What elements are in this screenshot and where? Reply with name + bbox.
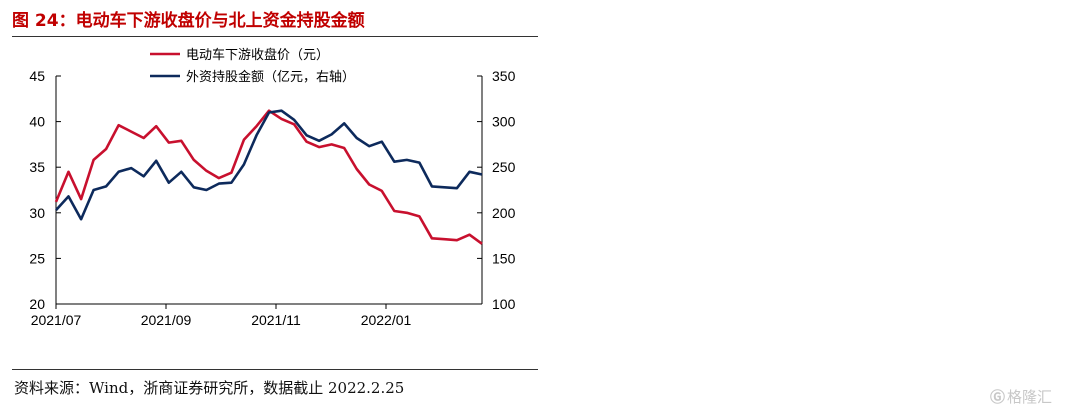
right-axis-tick-label: 100 (492, 296, 516, 312)
holding-series-line (55, 109, 483, 221)
left-axis-tick-label: 35 (29, 159, 45, 175)
x-axis-tick-label: 2022/01 (361, 312, 412, 328)
legend-label-holding: 外资持股金额（亿元，右轴） (186, 69, 355, 84)
right-axis-tick-label: 250 (492, 159, 516, 175)
right-axis-tick-label: 300 (492, 114, 516, 130)
left-axis-tick-label: 25 (29, 250, 45, 266)
chart-series (54, 109, 483, 245)
right-axis-tick-label: 200 (492, 205, 516, 221)
x-axis-tick-label: 2021/11 (251, 312, 301, 328)
chart-axes: 20 25 30 35 40 45 100 150 200 250 300 350 2021/07 202… (29, 68, 515, 328)
x-axis-tick-label: 2021/09 (141, 312, 192, 328)
right-axis-tick-label: 350 (492, 68, 516, 84)
source-note: 资料来源：Wind，浙商证券研究所，数据截止 2022.2.25 (14, 379, 405, 397)
watermark: Ⓖ 格隆汇 (990, 386, 1052, 407)
legend-label-price: 电动车下游收盘价（元） (186, 47, 329, 62)
chart-legend: 电动车下游收盘价（元） 外资持股金额（亿元，右轴） (150, 47, 355, 84)
glh-logo-icon: Ⓖ (990, 388, 1006, 406)
left-axis-tick-label: 30 (29, 205, 45, 221)
left-axis-tick-label: 45 (29, 68, 45, 84)
x-axis-tick-label: 2021/07 (31, 312, 82, 328)
left-axis-tick-label: 40 (29, 114, 45, 130)
right-axis-tick-label: 150 (492, 250, 516, 266)
bottom-rule (12, 369, 538, 370)
top-rule (12, 36, 538, 37)
watermark-text: 格隆汇 (1007, 388, 1053, 406)
figure-title: 图 24：电动车下游收盘价与北上资金持股金额 (12, 11, 365, 31)
left-axis-tick-label: 20 (29, 296, 45, 312)
price-series-line (54, 109, 483, 245)
